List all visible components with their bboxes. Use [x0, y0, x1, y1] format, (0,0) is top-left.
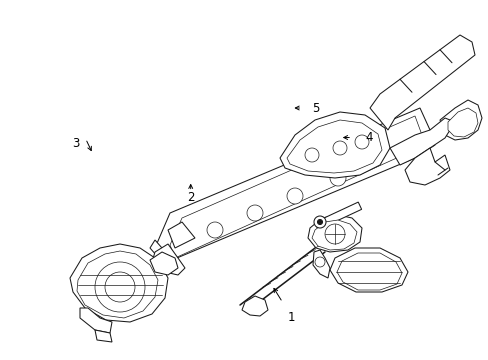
- Circle shape: [286, 188, 303, 204]
- Polygon shape: [311, 220, 356, 250]
- Polygon shape: [150, 252, 178, 275]
- Circle shape: [354, 135, 368, 149]
- Polygon shape: [286, 120, 381, 173]
- Polygon shape: [168, 222, 195, 248]
- Polygon shape: [70, 244, 168, 322]
- Polygon shape: [155, 108, 434, 263]
- Polygon shape: [80, 308, 112, 333]
- Text: 1: 1: [287, 311, 295, 324]
- Circle shape: [329, 170, 346, 186]
- Polygon shape: [150, 240, 162, 256]
- Polygon shape: [439, 100, 481, 140]
- Polygon shape: [318, 202, 361, 228]
- Circle shape: [325, 224, 345, 244]
- Circle shape: [95, 262, 145, 312]
- Polygon shape: [280, 112, 389, 178]
- Circle shape: [314, 257, 325, 267]
- Polygon shape: [369, 35, 474, 130]
- Polygon shape: [242, 296, 267, 316]
- Text: 5: 5: [311, 102, 319, 114]
- Circle shape: [305, 148, 318, 162]
- Text: 3: 3: [72, 137, 80, 150]
- Polygon shape: [152, 244, 184, 275]
- Polygon shape: [329, 248, 407, 292]
- Polygon shape: [404, 148, 449, 185]
- Polygon shape: [307, 215, 361, 252]
- Circle shape: [313, 216, 325, 228]
- Circle shape: [246, 205, 263, 221]
- Text: 2: 2: [186, 191, 194, 204]
- Circle shape: [332, 141, 346, 155]
- Circle shape: [317, 220, 322, 225]
- Polygon shape: [447, 108, 477, 137]
- Polygon shape: [312, 250, 329, 278]
- Text: 4: 4: [365, 131, 372, 144]
- Polygon shape: [314, 221, 321, 230]
- Polygon shape: [95, 330, 112, 342]
- Polygon shape: [336, 253, 401, 290]
- Polygon shape: [77, 251, 158, 318]
- Polygon shape: [389, 118, 454, 165]
- Circle shape: [105, 272, 135, 302]
- Circle shape: [206, 222, 223, 238]
- Polygon shape: [170, 116, 421, 258]
